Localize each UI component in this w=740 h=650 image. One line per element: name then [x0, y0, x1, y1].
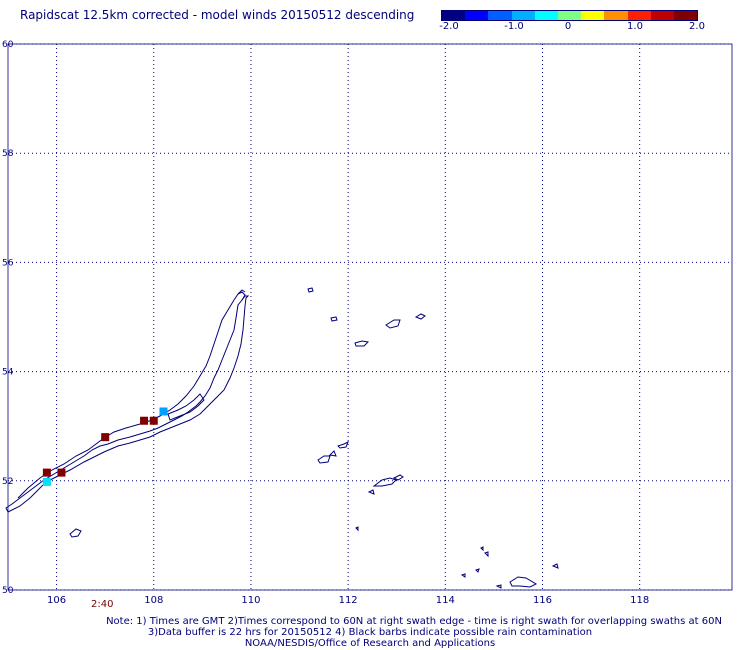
island-5	[354, 340, 370, 347]
island-14	[480, 546, 484, 552]
latitude-tick-label: 60	[2, 40, 14, 50]
wind-cell	[42, 468, 51, 477]
footer-note-line1: Note: 1) Times are GMT 2)Times correspon…	[106, 616, 722, 627]
wind-cell	[57, 468, 66, 477]
longitude-tick-label: 112	[339, 595, 358, 606]
latitude-tick-label: 50	[2, 586, 14, 596]
colorbar-segment	[581, 11, 605, 20]
island-6	[337, 440, 349, 449]
island-13	[355, 526, 359, 532]
island-7	[317, 455, 331, 464]
map-title: Rapidscat 12.5km corrected - model winds…	[20, 8, 415, 22]
longitude-tick-label: 118	[630, 595, 649, 606]
island-19	[551, 563, 559, 569]
island-3	[385, 319, 401, 329]
colorbar-segment	[650, 11, 674, 20]
wind-cell	[149, 416, 158, 425]
colorbar-segment	[465, 11, 489, 20]
island-2	[330, 316, 338, 322]
island-8	[328, 450, 337, 457]
colorbar-segment	[604, 11, 628, 20]
colorbar-segment	[673, 11, 698, 20]
longitude-tick-label: 108	[144, 595, 163, 606]
island-17	[460, 573, 466, 578]
island-15	[484, 551, 489, 558]
wind-cell	[101, 433, 110, 442]
island-12	[69, 528, 82, 538]
colorbar	[441, 10, 698, 21]
latitude-tick-label: 54	[2, 368, 14, 378]
latitude-tick-label: 56	[2, 258, 14, 268]
peninsula	[167, 393, 205, 421]
latitude-tick-label: 52	[2, 477, 13, 487]
island-1	[307, 287, 314, 293]
wind-cells	[42, 407, 168, 486]
island-10	[392, 474, 404, 481]
coastline	[5, 287, 559, 589]
swath-time-label: 2:40	[91, 599, 114, 610]
island-16	[475, 568, 480, 573]
latitude-tick-label: 58	[2, 149, 14, 159]
wind-cell	[140, 416, 149, 425]
colorbar-segment	[488, 11, 512, 20]
island-21	[237, 289, 246, 295]
island-18	[509, 576, 538, 588]
wind-cell	[42, 477, 51, 486]
colorbar-tick-pos2: 2.0	[689, 21, 705, 32]
wind-cell	[159, 407, 168, 416]
graticule-grid	[7, 43, 733, 591]
longitude-tick-label: 116	[533, 595, 552, 606]
colorbar-segment	[511, 11, 535, 20]
lake-baikal-shore	[5, 295, 250, 513]
colorbar-tick-pos1: 1.0	[627, 21, 643, 32]
colorbar-segment	[534, 11, 558, 20]
island-4	[414, 313, 426, 320]
island-11	[367, 489, 375, 495]
longitude-tick-label: 106	[47, 595, 66, 606]
colorbar-segment	[627, 11, 651, 20]
colorbar-segment	[557, 11, 582, 20]
colorbar-tick-zero: 0	[564, 21, 572, 32]
island-20	[495, 584, 502, 589]
footer-credit: NOAA/NESDIS/Office of Research and Appli…	[244, 638, 496, 649]
longitude-tick-label: 110	[241, 595, 260, 606]
map-frame	[7, 43, 733, 591]
longitude-tick-label: 114	[436, 595, 455, 606]
colorbar-tick-neg2: -2.0	[439, 21, 459, 32]
axis-labels: 106 108 110 112 114 116 118 50 52 54 56 58 60	[2, 40, 649, 606]
footer-note-line2: 3)Data buffer is 22 hrs for 20150512 4) …	[147, 627, 593, 638]
lake-baikal-inner	[17, 291, 246, 499]
colorbar-tick-neg1: -1.0	[504, 21, 524, 32]
island-9	[372, 477, 397, 487]
colorbar-segment	[442, 11, 466, 20]
